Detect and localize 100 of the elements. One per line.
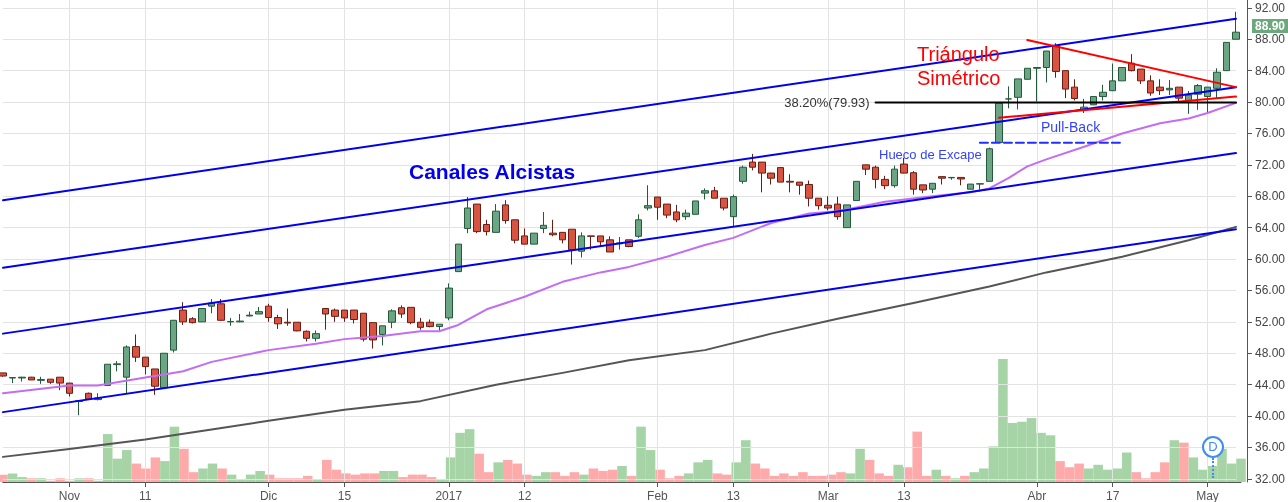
x-tick-label: Nov (58, 489, 81, 502)
annotation: Canales Alcistas (409, 159, 576, 183)
bar (1169, 440, 1180, 482)
candlestick (179, 301, 187, 326)
candlestick (587, 235, 595, 251)
y-tick-label: 44.00 (1254, 377, 1286, 392)
x-tick-label: 2017 (435, 489, 463, 502)
y-tick-label: 64.00 (1254, 220, 1286, 235)
bar (1179, 442, 1189, 482)
candlestick (881, 175, 889, 190)
x-tick-label: May (1196, 489, 1219, 502)
candlestick (265, 303, 272, 323)
candlestick (824, 195, 832, 211)
candlestick (284, 308, 291, 327)
candlestick (407, 306, 415, 325)
y-tick-label: 76.00 (1254, 126, 1286, 141)
candlestick (654, 196, 661, 221)
candlestick (28, 376, 35, 381)
candlestick (900, 157, 908, 174)
x-tick-label: Dic (259, 489, 278, 502)
candlestick (47, 378, 54, 385)
line-series (2, 225, 1237, 458)
candlestick (1071, 78, 1078, 101)
y-tick-label: 88.00 (1254, 32, 1286, 47)
candlestick (749, 153, 756, 171)
candlestick (701, 187, 709, 200)
y-tick-label: 48.00 (1254, 346, 1286, 361)
candlestick (967, 183, 974, 190)
candlestick (9, 377, 16, 384)
x-tick-label: Abr (1027, 489, 1047, 502)
candlestick (682, 209, 690, 221)
x-tick-label: 17 (1105, 489, 1120, 502)
candlestick (530, 232, 538, 245)
candlestick (217, 298, 225, 322)
text: 88.90 (1254, 19, 1286, 33)
candlestick (891, 165, 898, 189)
x-tick-label: 15 (337, 489, 352, 502)
candlestick (1099, 84, 1107, 101)
x-tick-label: Mar (817, 489, 839, 502)
x-tick-label: 13 (897, 489, 912, 502)
candlestick (1043, 50, 1050, 83)
candlestick (236, 313, 244, 323)
series-label: 38.20%(79.93) (784, 95, 870, 111)
annotation: D (1202, 436, 1224, 458)
x-tick-label: 11 (139, 489, 152, 502)
candlestick (303, 329, 310, 342)
candlestick (113, 360, 121, 372)
candlestick (417, 317, 424, 331)
candlestick (862, 164, 870, 176)
candlestick (464, 196, 471, 234)
candlestick (948, 176, 955, 181)
y-tick-label: 32.00 (1254, 471, 1286, 486)
candlestick (274, 314, 282, 330)
candlestick (805, 180, 813, 207)
y-tick-label: 80.00 (1254, 95, 1286, 110)
y-tick-label: 72.00 (1254, 157, 1286, 172)
candlestick (360, 312, 367, 342)
candlestick (777, 166, 784, 183)
candlestick (492, 203, 500, 233)
bar (617, 466, 627, 482)
candlestick (597, 235, 604, 247)
candlestick (312, 329, 320, 342)
candlestick (1156, 78, 1164, 96)
candlestick (540, 211, 547, 234)
candlestick (322, 308, 329, 331)
candlestick (730, 194, 737, 227)
x-tick-label: 12 (517, 489, 532, 502)
candlestick (436, 323, 443, 333)
candlestick (388, 308, 396, 329)
candlestick (227, 317, 234, 327)
candlestick (445, 282, 453, 321)
candlestick (938, 176, 946, 185)
candlestick (18, 376, 26, 383)
candlestick (692, 200, 699, 215)
candlestick (189, 316, 196, 324)
candlestick (142, 356, 149, 375)
candlestick (1033, 67, 1041, 102)
candlestick (796, 181, 803, 196)
candlestick (1223, 41, 1230, 72)
candlestick (56, 376, 64, 391)
candlestick (132, 333, 140, 363)
candlestick (426, 319, 434, 328)
x-tick-label: 13 (726, 489, 741, 502)
y-tick-label: 40.00 (1254, 409, 1286, 424)
y-tick-label: 84.00 (1254, 63, 1286, 78)
candlestick (644, 184, 652, 211)
candlestick (0, 372, 7, 378)
candlestick (37, 376, 45, 385)
candlestick (198, 308, 206, 323)
y-tick-label: 92.00 (1254, 0, 1286, 15)
candlestick (521, 227, 528, 245)
candlestick (160, 352, 168, 390)
candlestick (910, 170, 917, 196)
candlestick (986, 147, 993, 182)
candlestick (1118, 67, 1126, 82)
y-tick-label: 56.00 (1254, 283, 1286, 298)
candlestick (123, 344, 130, 394)
candlestick (673, 204, 680, 223)
candlestick (483, 219, 490, 236)
candlestick (398, 304, 405, 319)
